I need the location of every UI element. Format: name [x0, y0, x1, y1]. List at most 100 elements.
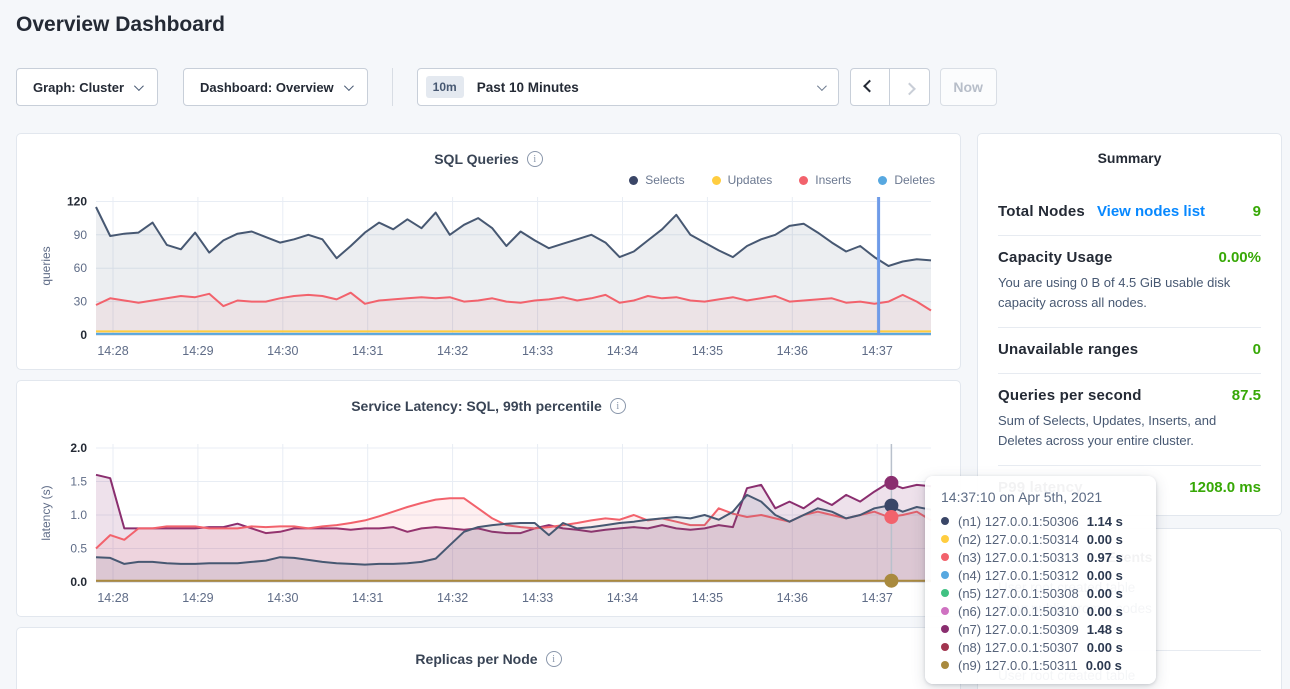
svg-text:14:30: 14:30: [267, 344, 298, 358]
graph-dropdown-label: Graph: Cluster: [33, 80, 124, 95]
svg-text:90: 90: [74, 228, 88, 242]
time-next-button[interactable]: [890, 68, 930, 106]
svg-text:14:32: 14:32: [437, 591, 468, 605]
chevron-left-icon: [863, 79, 876, 92]
sql-queries-legend: Selects Updates Inserts Deletes: [32, 171, 945, 189]
qps-desc: Sum of Selects, Updates, Inserts, and De…: [998, 411, 1261, 450]
node-color-dot-icon: [941, 643, 949, 651]
svg-text:14:36: 14:36: [777, 344, 808, 358]
chart-hover-tooltip: 14:37:10 on Apr 5th, 2021 (n1) 127.0.0.1…: [925, 476, 1156, 684]
legend-dot-icon: [878, 176, 887, 185]
crosshair-dot-icon: [884, 476, 898, 490]
qps-value: 87.5: [1232, 387, 1261, 404]
time-range-label: Past 10 Minutes: [477, 80, 817, 95]
svg-text:queries: queries: [39, 246, 53, 285]
node-color-dot-icon: [941, 553, 949, 561]
summary-row-qps: Queries per second 87.5 Sum of Selects, …: [998, 374, 1261, 466]
time-range-dropdown[interactable]: 10m Past 10 Minutes: [417, 68, 839, 106]
svg-text:14:32: 14:32: [437, 344, 468, 358]
legend-dot-icon: [712, 176, 721, 185]
svg-text:60: 60: [74, 261, 88, 275]
toolbar: Graph: Cluster Dashboard: Overview 10m P…: [16, 68, 997, 106]
latency-chart[interactable]: 0.00.51.01.52.014:2814:2914:3014:3114:32…: [32, 436, 945, 610]
unavailable-ranges-label: Unavailable ranges: [998, 341, 1138, 358]
summary-row-unavailable: Unavailable ranges 0: [998, 328, 1261, 374]
time-pager: [850, 68, 930, 106]
latency-card: Service Latency: SQL, 99th percentile i …: [16, 380, 961, 617]
svg-text:14:37: 14:37: [862, 591, 893, 605]
svg-text:14:35: 14:35: [692, 591, 723, 605]
latency-title: Service Latency: SQL, 99th percentile: [351, 398, 602, 414]
legend-dot-icon: [629, 176, 638, 185]
total-nodes-label: Total Nodes: [998, 203, 1085, 220]
svg-text:14:31: 14:31: [352, 591, 383, 605]
tooltip-node-row: (n7) 127.0.0.1:503091.48 s: [941, 620, 1140, 638]
svg-text:14:29: 14:29: [182, 344, 213, 358]
chevron-down-icon: [134, 81, 144, 91]
svg-text:30: 30: [74, 295, 88, 309]
tooltip-node-row: (n8) 127.0.0.1:503070.00 s: [941, 638, 1140, 656]
info-icon[interactable]: i: [546, 651, 562, 667]
crosshair-dot-icon: [884, 574, 898, 588]
tooltip-node-row: (n4) 127.0.0.1:503120.00 s: [941, 566, 1140, 584]
info-icon[interactable]: i: [610, 398, 626, 414]
sql-queries-card: SQL Queries i Selects Updates Inserts Delet…: [16, 133, 961, 370]
chevron-down-icon: [817, 81, 827, 91]
svg-text:0: 0: [80, 328, 87, 342]
svg-text:14:30: 14:30: [267, 591, 298, 605]
now-button[interactable]: Now: [940, 68, 997, 106]
tooltip-timestamp: 14:37:10 on Apr 5th, 2021: [941, 489, 1140, 505]
summary-row-total-nodes: Total Nodes View nodes list 9: [998, 190, 1261, 236]
charts-column: SQL Queries i Selects Updates Inserts Delet…: [16, 133, 961, 689]
svg-text:14:31: 14:31: [352, 344, 383, 358]
svg-text:0.5: 0.5: [70, 542, 87, 556]
time-prev-button[interactable]: [850, 68, 890, 106]
tooltip-node-row: (n3) 127.0.0.1:503130.97 s: [941, 548, 1140, 566]
info-icon[interactable]: i: [527, 151, 543, 167]
dashboard-dropdown[interactable]: Dashboard: Overview: [183, 68, 368, 106]
total-nodes-value: 9: [1253, 203, 1261, 220]
sql-queries-title: SQL Queries: [434, 151, 519, 167]
svg-text:14:34: 14:34: [607, 591, 638, 605]
svg-text:14:35: 14:35: [692, 344, 723, 358]
qps-label: Queries per second: [998, 387, 1142, 404]
legend-item-updates[interactable]: Updates: [712, 173, 773, 187]
node-color-dot-icon: [941, 661, 949, 669]
svg-text:1.0: 1.0: [70, 508, 87, 522]
svg-text:14:29: 14:29: [182, 591, 213, 605]
capacity-label: Capacity Usage: [998, 249, 1113, 266]
time-range-badge: 10m: [426, 76, 464, 98]
node-color-dot-icon: [941, 571, 949, 579]
svg-text:14:28: 14:28: [97, 591, 128, 605]
node-color-dot-icon: [941, 589, 949, 597]
view-nodes-list-link[interactable]: View nodes list: [1097, 203, 1205, 220]
crosshair-dot-icon: [884, 510, 898, 524]
svg-text:2.0: 2.0: [70, 441, 87, 455]
legend-dot-icon: [799, 176, 808, 185]
sql-queries-chart[interactable]: 030609012014:2814:2914:3014:3114:3214:33…: [32, 189, 945, 363]
replicas-card: Replicas per Node i: [16, 627, 961, 689]
legend-item-deletes[interactable]: Deletes: [878, 173, 935, 187]
node-color-dot-icon: [941, 517, 949, 525]
node-color-dot-icon: [941, 607, 949, 615]
legend-item-inserts[interactable]: Inserts: [799, 173, 851, 187]
dashboard-dropdown-label: Dashboard: Overview: [200, 80, 334, 95]
svg-text:14:34: 14:34: [607, 344, 638, 358]
legend-item-selects[interactable]: Selects: [629, 173, 684, 187]
svg-text:1.5: 1.5: [70, 475, 87, 489]
toolbar-divider: [392, 68, 393, 106]
graph-dropdown[interactable]: Graph: Cluster: [16, 68, 158, 106]
capacity-value: 0.00%: [1218, 249, 1261, 266]
node-color-dot-icon: [941, 535, 949, 543]
chevron-right-icon: [903, 82, 916, 95]
svg-text:120: 120: [67, 195, 87, 209]
capacity-desc: You are using 0 B of 4.5 GiB usable disk…: [998, 273, 1261, 312]
chevron-down-icon: [344, 81, 354, 91]
summary-panel: Summary Total Nodes View nodes list 9 Ca…: [977, 133, 1282, 516]
tooltip-node-row: (n5) 127.0.0.1:503080.00 s: [941, 584, 1140, 602]
summary-title: Summary: [998, 150, 1261, 166]
tooltip-node-row: (n1) 127.0.0.1:503061.14 s: [941, 512, 1140, 530]
tooltip-node-row: (n9) 127.0.0.1:503110.00 s: [941, 656, 1140, 674]
tooltip-node-row: (n6) 127.0.0.1:503100.00 s: [941, 602, 1140, 620]
svg-text:latency (s): latency (s): [39, 485, 53, 540]
